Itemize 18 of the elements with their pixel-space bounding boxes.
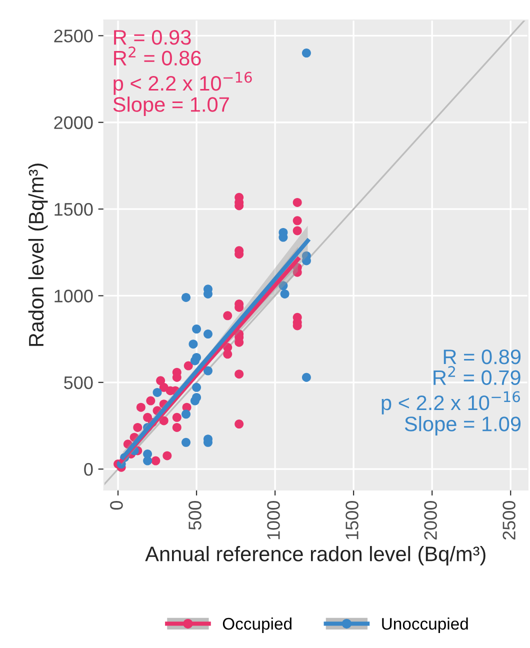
annotation: R = 0.89 R$^{2}$ = 0.79 p < 2.2 x 10$^{−16}$ Slope = 1.09	[382, 350, 521, 436]
x-axis-title: Annual reference radon level (Bq/m³)	[145, 546, 486, 566]
legend-label: Unoccupied	[382, 617, 468, 633]
x-tick-label: 2500	[502, 501, 516, 540]
x-tick-label: 500	[188, 501, 202, 530]
y-tick-label: 2500	[54, 30, 93, 42]
x-tick-label: 1500	[346, 501, 358, 540]
annotation: R = 0.93 R$^{2}$ = 0.86 p < 2.2 x 10$^{−16}$ Slope = 1.07	[113, 30, 252, 116]
y-tick-label: 2000	[54, 116, 93, 130]
x-tick-label: 1000	[267, 501, 280, 540]
y-tick-label: 1500	[54, 202, 93, 216]
y-tick-label: 1000	[54, 290, 93, 302]
x-tick-label: 2000	[424, 501, 437, 540]
y-axis-title: Radon level (Bq/m³)	[28, 164, 48, 346]
y-tick-label: 500	[64, 376, 93, 390]
x-tick-label: 0	[110, 501, 123, 510]
y-tick-label: 0	[84, 463, 93, 476]
legend-label: Occupied	[222, 617, 292, 633]
